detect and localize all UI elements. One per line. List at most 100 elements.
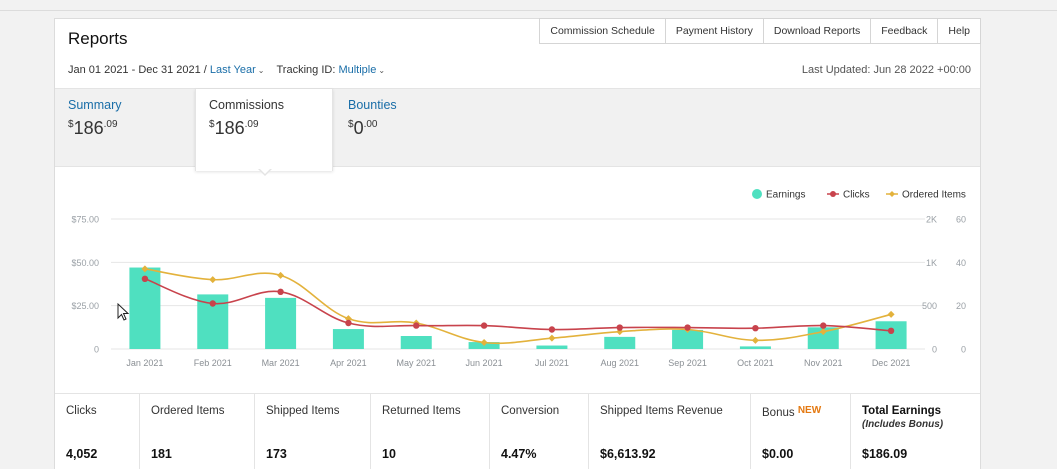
- stat-label: Clicks: [66, 405, 97, 417]
- tab-commissions[interactable]: Commissions $186.09: [195, 89, 333, 171]
- point-clicks: [413, 322, 420, 329]
- bar-earnings: [604, 336, 636, 349]
- filter-bar: Jan 01 2021 - Dec 31 2021 / Last Year ⌄ T…: [68, 64, 385, 76]
- page-title: Reports: [68, 29, 128, 48]
- stat-shipped-items: Shipped Items 173: [255, 394, 371, 469]
- point-clicks: [480, 322, 488, 329]
- bar-earnings: [400, 336, 432, 349]
- bar-earnings: [536, 345, 568, 349]
- stat-value: $0.00: [762, 447, 794, 461]
- bar-earnings: [875, 321, 907, 349]
- new-badge: NEW: [797, 405, 822, 416]
- stat-sublabel: (Includes Bonus): [862, 419, 944, 430]
- active-tab-pointer: [258, 168, 272, 176]
- download-reports-link[interactable]: Download Reports: [763, 18, 872, 44]
- stat-value: 173: [266, 447, 287, 461]
- x-axis-tick-label: Jun 2021: [466, 358, 503, 368]
- stat-clicks: Clicks 4,052: [55, 394, 140, 469]
- stat-ordered-items: Ordered Items 181: [140, 394, 255, 469]
- y-axis-left-tick: 0: [94, 345, 99, 355]
- stat-value: $186.09: [862, 447, 908, 461]
- stat-label: Conversion: [501, 405, 560, 417]
- period-label: Last Year: [209, 64, 256, 76]
- y-axis-right-clicks-tick: 1K: [926, 258, 937, 268]
- y-axis-left-tick: $75.00: [71, 215, 99, 225]
- top-divider: [0, 10, 1057, 11]
- tracking-id-value: Multiple: [338, 64, 377, 76]
- y-axis-right-ordered-tick: 60: [956, 215, 966, 225]
- stat-label: Returned Items: [382, 405, 461, 417]
- point-ordered-items: [209, 276, 217, 284]
- payment-history-link[interactable]: Payment History: [665, 18, 764, 44]
- point-ordered-items: [887, 310, 895, 318]
- stat-shipped-revenue: Shipped Items Revenue $6,613.92: [589, 394, 751, 469]
- tab-commissions-amount: $186.09: [209, 118, 259, 138]
- tab-bounties[interactable]: Bounties $0.00: [335, 89, 473, 168]
- legend-earnings-label: Earnings: [766, 190, 805, 201]
- point-clicks: [887, 327, 895, 334]
- bar-earnings: [265, 297, 297, 349]
- earnings-chart: $75.00 2K 60 $50.00 1K 40 $25.00 500 20 0 0 0 Jan 20…: [55, 179, 980, 394]
- legend-ordered-items-swatch: [889, 191, 895, 197]
- tab-summary-label: Summary: [68, 98, 122, 112]
- x-axis-tick-label: Jan 2021: [126, 358, 163, 368]
- x-axis-tick-label: Sep 2021: [668, 358, 707, 368]
- tracking-id-dropdown[interactable]: Multiple ⌄: [338, 64, 385, 76]
- stat-label: Shipped Items Revenue: [600, 405, 723, 417]
- legend-ordered-items-label: Ordered Items: [902, 190, 966, 201]
- y-axis-right-ordered-tick: 0: [961, 345, 966, 355]
- point-ordered-items: [751, 336, 759, 344]
- x-axis-tick-label: Jul 2021: [535, 358, 569, 368]
- period-dropdown[interactable]: Last Year ⌄: [210, 64, 265, 76]
- point-clicks: [820, 322, 827, 329]
- point-ordered-items: [819, 328, 827, 336]
- line-clicks: [144, 278, 892, 332]
- line-ordered-items: [144, 268, 892, 345]
- point-clicks: [752, 325, 759, 332]
- stat-returned-items: Returned Items 10: [371, 394, 490, 469]
- tab-commissions-label: Commissions: [209, 98, 285, 112]
- point-clicks: [616, 324, 623, 331]
- commission-schedule-link[interactable]: Commission Schedule: [539, 18, 666, 44]
- point-ordered-items: [480, 339, 488, 346]
- mouse-cursor-icon: [117, 303, 130, 321]
- stat-value: 10: [382, 447, 396, 461]
- stat-value: 4,052: [66, 447, 98, 461]
- tab-summary[interactable]: Summary $186.09: [55, 89, 193, 168]
- point-ordered-items: [548, 334, 556, 342]
- help-link[interactable]: Help: [938, 18, 981, 44]
- legend-clicks-swatch: [830, 191, 836, 197]
- stat-value: 4.47%: [501, 447, 537, 461]
- x-axis-tick-label: Oct 2021: [737, 358, 774, 368]
- y-axis-left-tick: $25.00: [71, 301, 99, 311]
- chevron-down-icon: ⌄: [257, 66, 265, 75]
- y-axis-right-clicks-tick: 2K: [926, 215, 937, 225]
- x-axis-tick-label: Aug 2021: [600, 358, 639, 368]
- point-clicks: [277, 288, 284, 295]
- last-updated: Last Updated: Jun 28 2022 +00:00: [801, 64, 971, 76]
- y-axis-right-ordered-tick: 40: [956, 258, 966, 268]
- point-clicks: [684, 324, 691, 331]
- x-axis-tick-label: Mar 2021: [262, 358, 300, 368]
- stat-conversion: Conversion 4.47%: [490, 394, 589, 469]
- bar-earnings: [739, 346, 771, 349]
- x-axis-tick-label: May 2021: [396, 358, 436, 368]
- point-ordered-items: [344, 315, 352, 323]
- tab-bounties-amount: $0.00: [348, 118, 378, 138]
- stat-label: Shipped Items: [266, 405, 340, 417]
- tracking-id-label: Tracking ID:: [276, 64, 336, 76]
- date-range-text: Jan 01 2021 - Dec 31 2021 /: [68, 64, 207, 76]
- point-clicks: [209, 300, 216, 307]
- point-clicks: [141, 275, 149, 282]
- feedback-link[interactable]: Feedback: [871, 18, 939, 44]
- x-axis-tick-label: Feb 2021: [194, 358, 232, 368]
- tab-summary-amount: $186.09: [68, 118, 118, 138]
- stat-total-earnings: Total Earnings (Includes Bonus) $186.09: [851, 394, 980, 469]
- summary-tabs: Summary $186.09 Commissions $186.09 Boun…: [55, 88, 980, 171]
- bar-earnings: [672, 329, 704, 349]
- tab-bounties-label: Bounties: [348, 98, 397, 112]
- stat-value: $6,613.92: [600, 447, 656, 461]
- y-axis-left-tick: $50.00: [71, 258, 99, 268]
- reports-panel: Reports Commission Schedule Payment Hist…: [54, 18, 981, 469]
- y-axis-right-ordered-tick: 20: [956, 301, 966, 311]
